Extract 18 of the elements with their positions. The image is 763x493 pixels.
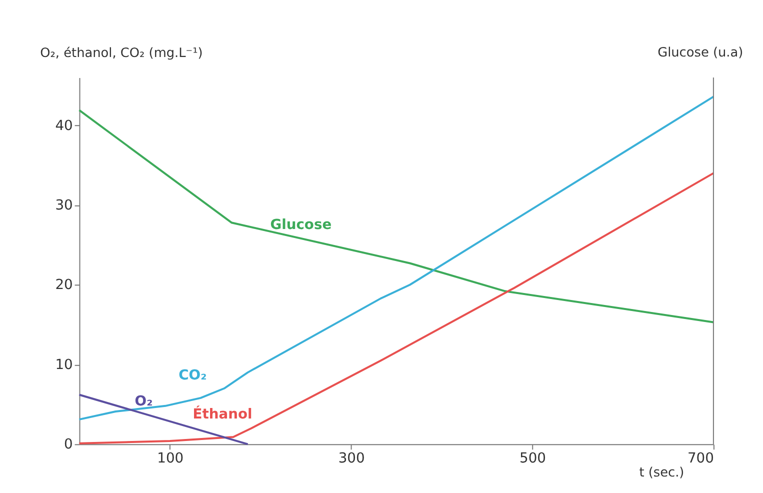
y-tick-label: 30: [55, 198, 73, 214]
series-label: Éthanol: [192, 406, 252, 423]
x-axis-title: t (sec.): [639, 465, 684, 480]
line-series: [78, 109, 714, 324]
series-label: O₂: [134, 394, 153, 410]
y-tick-label: 20: [55, 277, 73, 294]
x-tick-label: 500: [520, 450, 546, 467]
y-axis-title: O₂, éthanol, CO₂ (mg.L⁻¹): [40, 46, 203, 62]
x-tick-label: 100: [157, 450, 184, 467]
series-label: CO₂: [178, 367, 207, 384]
y-tick-label: 40: [55, 118, 73, 134]
x-tick-label: 300: [338, 450, 365, 467]
line-series: [78, 96, 714, 420]
x-tick-label: 700: [687, 450, 714, 467]
series-label: Glucose: [270, 217, 332, 234]
y-tick-label: 0: [64, 436, 73, 453]
y-tick-label: 10: [55, 356, 73, 373]
y2-axis-title: Glucose (u.a): [658, 46, 744, 61]
